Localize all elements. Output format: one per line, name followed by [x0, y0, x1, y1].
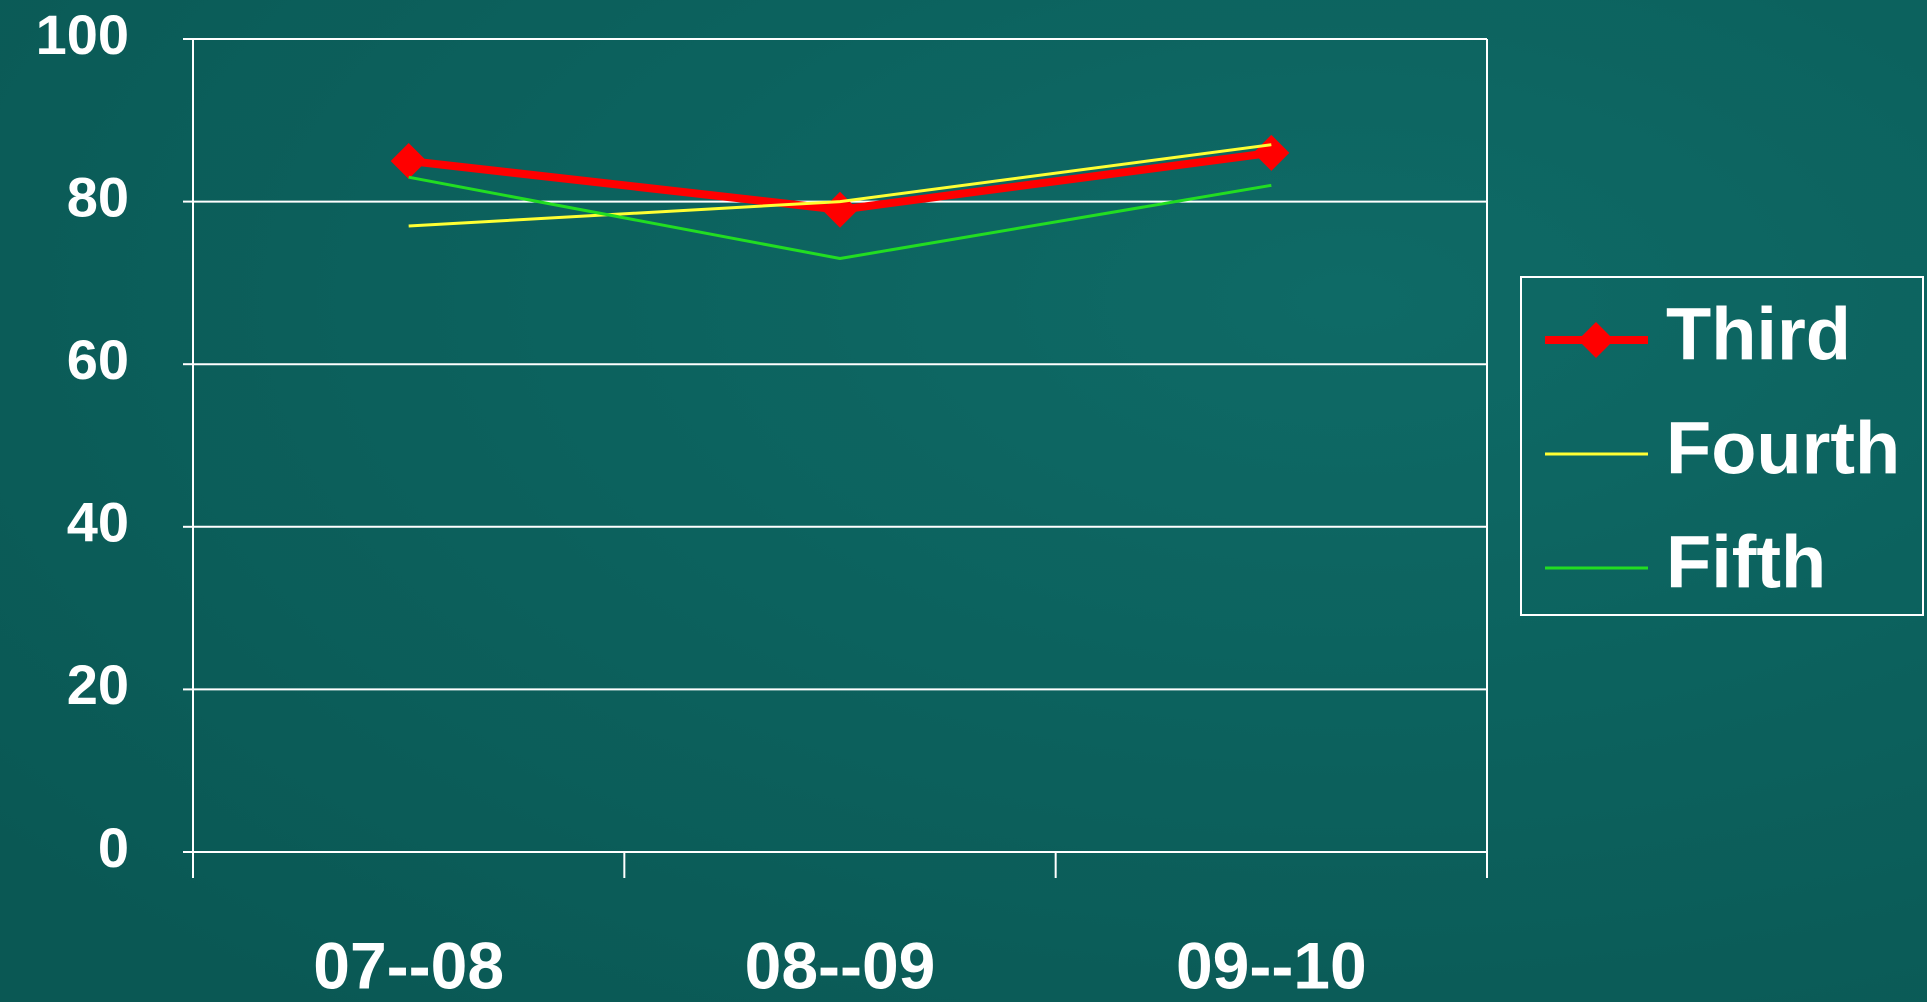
- legend-label: Fourth: [1666, 407, 1900, 490]
- y-tick-label: 40: [67, 491, 129, 554]
- legend-label: Fifth: [1666, 521, 1826, 604]
- x-tick-label: 08--09: [745, 928, 936, 1002]
- y-tick-label: 100: [36, 3, 129, 66]
- x-tick-label: 07--08: [313, 928, 504, 1002]
- y-tick-label: 0: [98, 816, 129, 879]
- chart: 0 20 40 60 80 100 07--08 08--09 09--10 Third Fourt…: [0, 0, 1927, 1002]
- y-tick-label: 20: [67, 653, 129, 716]
- y-tick-label: 80: [67, 165, 129, 228]
- legend-label: Third: [1666, 293, 1851, 376]
- y-tick-label: 60: [67, 328, 129, 391]
- page: {"chart_data": {"type": "line", "categor…: [0, 0, 1927, 1002]
- x-tick-label: 09--10: [1176, 928, 1367, 1002]
